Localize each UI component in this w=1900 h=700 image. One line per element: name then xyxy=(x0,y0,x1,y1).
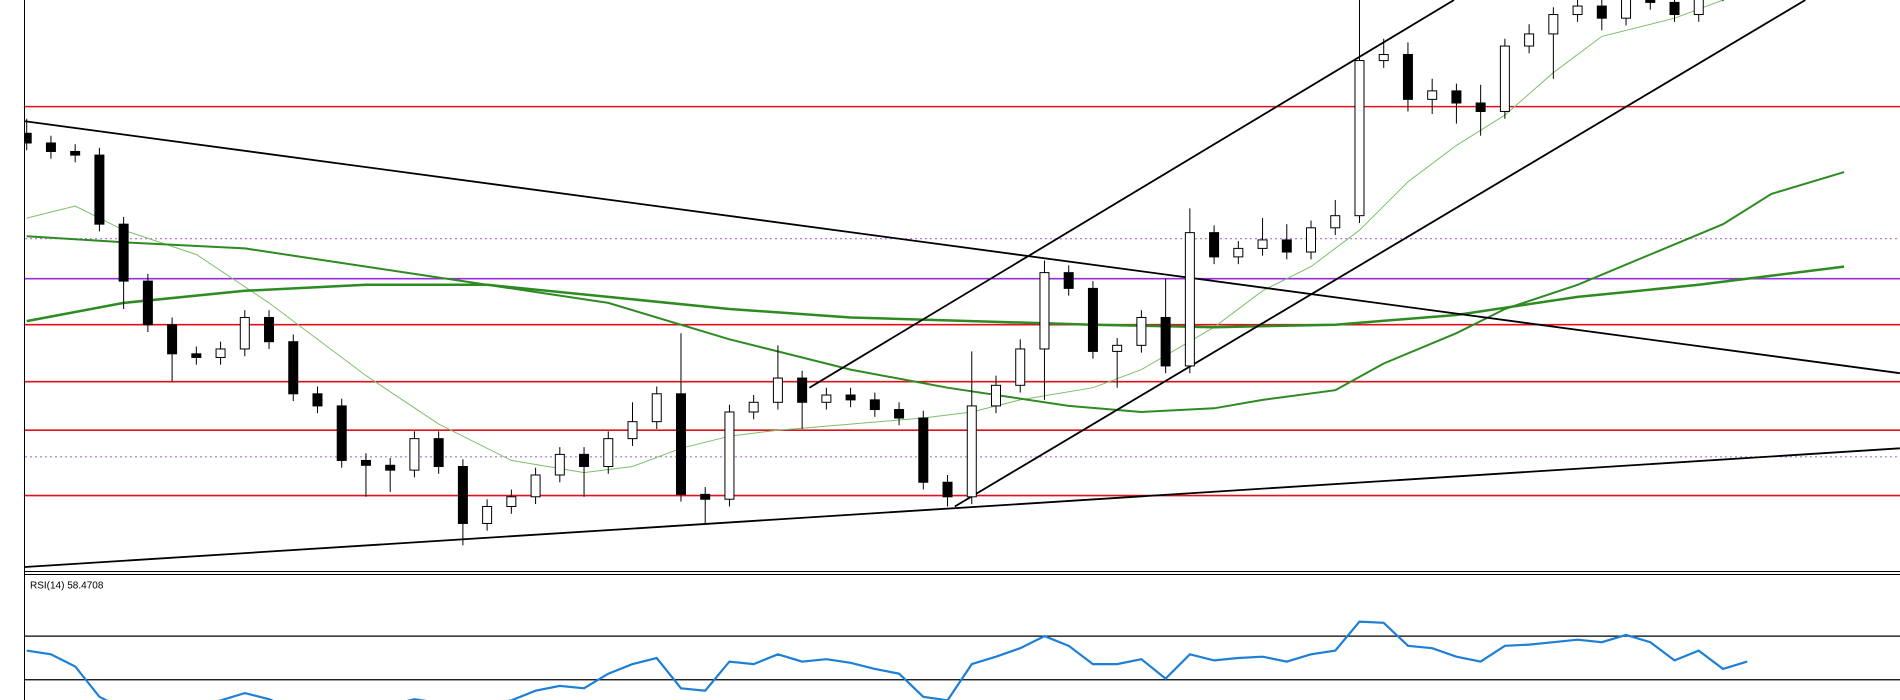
candle-body xyxy=(724,411,735,500)
candle-body xyxy=(482,505,493,524)
candle-body xyxy=(530,474,541,498)
candle-body xyxy=(869,399,880,411)
candle-body xyxy=(506,496,517,507)
candle-body xyxy=(409,438,420,471)
candle-body xyxy=(1354,60,1365,217)
candle-body xyxy=(1524,33,1535,47)
trend-line xyxy=(25,447,1900,568)
candle-body xyxy=(821,394,832,403)
candle-body xyxy=(1015,348,1026,386)
candle-body xyxy=(772,377,783,403)
rsi-line xyxy=(26,620,1748,700)
candle-body xyxy=(651,393,662,423)
candle-body xyxy=(942,481,953,498)
candle-body xyxy=(1112,344,1123,352)
candle-body xyxy=(1087,287,1098,352)
candle-body xyxy=(288,341,299,395)
candle-body xyxy=(1039,272,1050,350)
rsi-label: RSI(14) 58.4708 xyxy=(30,581,104,592)
candle-body xyxy=(1184,232,1195,367)
candle-body xyxy=(167,324,178,355)
candle-body xyxy=(118,223,129,282)
candle-body xyxy=(627,421,638,440)
candle-body xyxy=(1475,102,1486,112)
candle-body xyxy=(579,453,590,468)
trend-line xyxy=(808,0,1455,389)
candle-body xyxy=(1330,215,1341,229)
candle-body xyxy=(1451,90,1462,104)
price-panel xyxy=(25,0,1900,568)
candle-body xyxy=(1136,316,1147,346)
candle-body xyxy=(1669,1,1680,16)
candle-body xyxy=(990,384,1001,407)
candle-body xyxy=(1209,232,1220,258)
candle-body xyxy=(360,459,371,466)
candle-body xyxy=(894,409,905,419)
candle-body xyxy=(1063,272,1074,289)
moving-average xyxy=(26,171,1845,414)
candle-body xyxy=(1548,14,1559,35)
candle-body xyxy=(1378,54,1389,62)
candle-body xyxy=(1160,316,1171,367)
candle-body xyxy=(748,401,759,413)
candle-body xyxy=(336,405,347,461)
candle-body xyxy=(1257,239,1268,249)
candle-body xyxy=(1402,54,1413,100)
candle-body xyxy=(845,394,856,401)
candle-body xyxy=(1427,90,1438,100)
candle-body xyxy=(433,438,444,468)
candle-body xyxy=(700,493,711,500)
candle-body xyxy=(385,464,396,471)
candle-body xyxy=(603,438,614,468)
trend-line xyxy=(25,120,1900,375)
candle-body xyxy=(312,393,323,407)
candle-body xyxy=(70,150,81,156)
candle-body xyxy=(966,405,977,498)
moving-average xyxy=(26,265,1845,329)
candle-body xyxy=(45,142,56,152)
candle-body xyxy=(25,132,32,144)
candle-body xyxy=(918,417,929,483)
candle-body xyxy=(554,453,565,476)
candle-body xyxy=(457,466,468,524)
candle-body xyxy=(1621,0,1632,19)
candle-body xyxy=(1596,5,1607,19)
moving-average xyxy=(26,0,1724,474)
candle-body xyxy=(1572,5,1583,16)
candle-body xyxy=(1233,247,1244,258)
candle-body xyxy=(191,353,202,358)
candle-body xyxy=(1281,239,1292,253)
candle-body xyxy=(1645,0,1656,3)
rsi-panel xyxy=(25,620,1900,700)
candle-body xyxy=(94,154,105,225)
candle-body xyxy=(142,280,153,326)
candle-body xyxy=(1693,0,1704,16)
candle-body xyxy=(797,377,808,403)
candle-body xyxy=(675,393,686,495)
trend-line xyxy=(954,0,1806,508)
candle-body xyxy=(215,348,226,358)
candle-body xyxy=(264,316,275,343)
candle-body xyxy=(239,316,250,350)
candle-body xyxy=(1306,227,1317,253)
candle-body xyxy=(1499,45,1510,112)
